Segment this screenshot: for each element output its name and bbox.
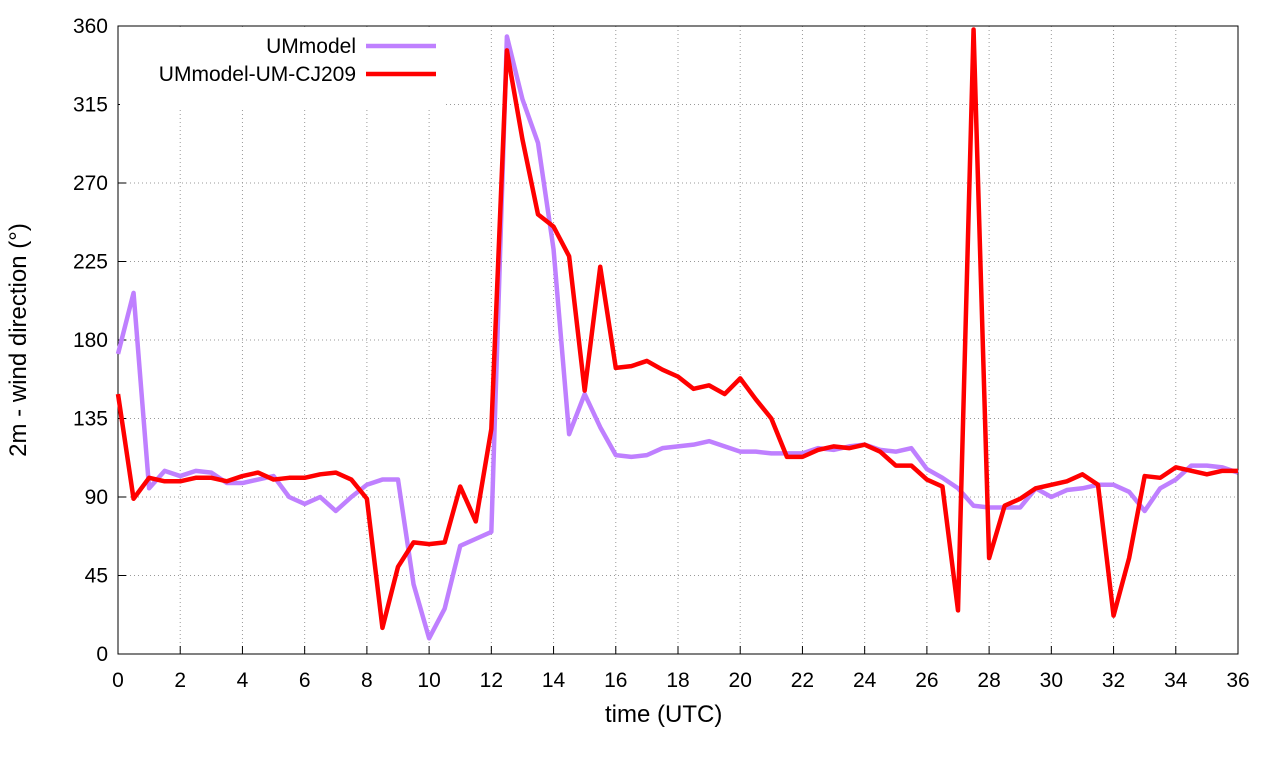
y-tick-label: 315 [73,94,108,117]
x-tick-label: 28 [977,669,1000,692]
plot-border [117,25,1239,655]
x-tick-label: 14 [542,669,566,692]
x-tick-label: 30 [1040,669,1063,692]
x-tick-label: 32 [1102,669,1125,692]
x-tick-label: 4 [237,669,249,692]
x-tick-label: 24 [853,669,877,692]
line [115,27,1238,631]
x-tick-label: 18 [666,669,689,692]
line [115,34,1239,641]
x-tick-label: 0 [112,669,124,692]
y-tick-label: 0 [96,643,108,666]
x-tick-label: 22 [791,669,814,692]
x-tick-label: 2 [174,669,186,692]
legend-label: UMmodel-UM-CJ209 [159,63,356,86]
x-axis-label: time (UTC) [605,701,722,728]
y-tick-label: 360 [73,15,108,38]
y-tick-label: 225 [73,251,108,274]
x-tick-label: 36 [1226,669,1249,692]
y-tick-label: 135 [73,408,108,431]
legend-box [120,28,446,108]
x-tick-label: 26 [915,669,938,692]
x-tick-label: 10 [417,669,440,692]
y-axis-label: 2m - wind direction (°) [5,223,32,457]
x-tick-label: 16 [604,669,627,692]
y-tick-label: 180 [73,329,108,352]
y-tick-label: 270 [73,172,108,195]
x-tick-label: 6 [299,669,311,692]
y-tick-label: 45 [85,565,108,588]
x-tick-label: 34 [1164,669,1188,692]
x-tick-label: 12 [480,669,503,692]
y-tick-label: 90 [85,486,108,509]
x-tick-label: 20 [729,669,752,692]
x-tick-label: 8 [361,669,373,692]
legend-label: UMmodel [266,35,356,58]
